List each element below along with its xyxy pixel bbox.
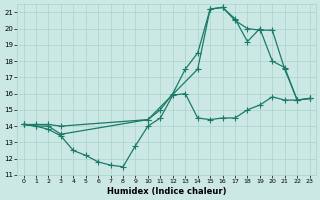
X-axis label: Humidex (Indice chaleur): Humidex (Indice chaleur)	[107, 187, 226, 196]
